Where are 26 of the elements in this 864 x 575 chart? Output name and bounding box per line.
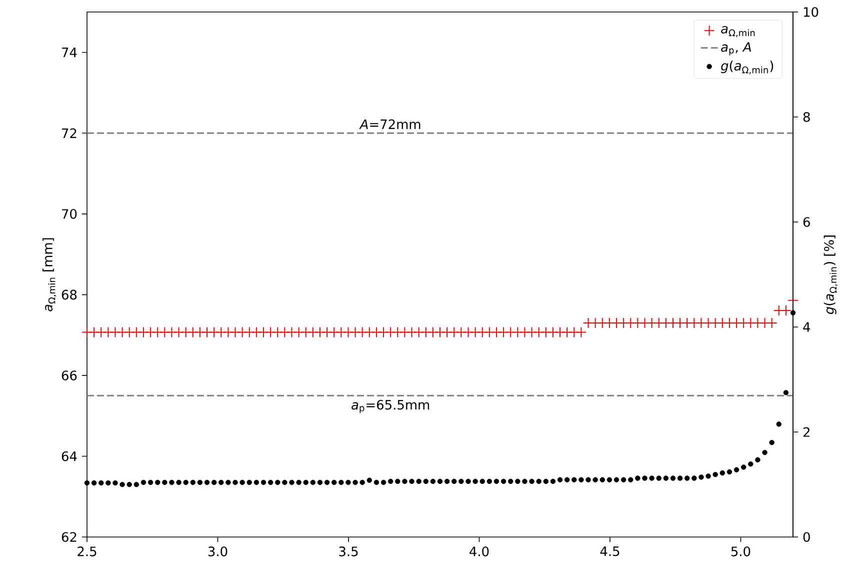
x-tick-label: 5.0 [731,546,750,556]
ref-line-label: a$_{p}$=65.5mm [352,400,430,414]
y-tick-label: 72 [62,128,76,138]
x-tick-label: 3.5 [339,546,358,556]
x-tick-label: 2.5 [78,546,96,556]
y-tick-label: 74 [62,48,77,58]
x-tick-label: 4.0 [470,546,489,556]
y2-tick-label: 10 [804,7,818,17]
y-tick-label: 70 [62,209,77,219]
legend-label: g(a$_{Ω,min}$) [720,60,774,74]
y2-tick-label: 6 [803,217,810,227]
y-tick-label: 66 [62,370,77,380]
x-tick-label: 3.0 [208,546,228,556]
y2-tick-label: 4 [803,322,810,332]
x-tick-label: 4.5 [600,546,620,556]
y2-tick-label: 0 [803,532,810,542]
y2-axis-title: g(a$_{Ω,min}$) [%] [824,236,838,314]
y2-tick-label: 2 [803,427,810,437]
y-tick-label: 62 [62,532,76,542]
annotation: a$_{p}$, A [721,42,751,56]
y-tick-label: 64 [62,451,77,462]
y2-tick-label: 8 [803,112,810,122]
legend-label: a$_{Ω,min}$ [721,26,755,38]
y-tick-label: 68 [62,290,77,300]
y-axis-title: a$_{Ω,min}$ [mm] [42,238,56,312]
ref-line-label: A=72mm [359,119,420,129]
